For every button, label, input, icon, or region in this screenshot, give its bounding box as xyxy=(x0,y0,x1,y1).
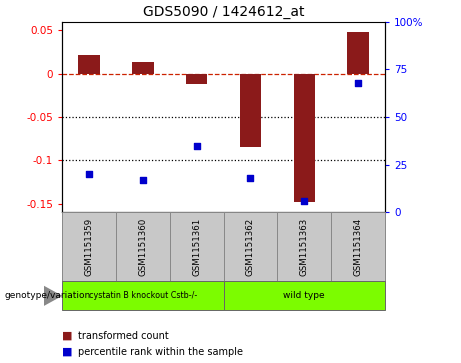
Bar xyxy=(62,212,116,281)
Bar xyxy=(240,74,261,147)
Polygon shape xyxy=(44,286,62,306)
Bar xyxy=(278,212,331,281)
Point xyxy=(247,175,254,181)
Text: GSM1151364: GSM1151364 xyxy=(354,218,362,276)
Point xyxy=(301,198,308,204)
Text: ■: ■ xyxy=(62,347,73,357)
Bar xyxy=(78,55,100,74)
Bar xyxy=(62,281,224,310)
Point xyxy=(193,143,201,148)
Text: cystatin B knockout Cstb-/-: cystatin B knockout Cstb-/- xyxy=(89,291,197,300)
Bar xyxy=(224,281,385,310)
Bar xyxy=(347,32,369,74)
Bar xyxy=(294,74,315,202)
Bar xyxy=(116,212,170,281)
Bar xyxy=(331,212,385,281)
Text: ■: ■ xyxy=(62,331,73,341)
Text: genotype/variation: genotype/variation xyxy=(5,291,91,300)
Bar xyxy=(170,212,224,281)
Title: GDS5090 / 1424612_at: GDS5090 / 1424612_at xyxy=(143,5,304,19)
Point xyxy=(85,171,93,177)
Text: wild type: wild type xyxy=(284,291,325,300)
Bar xyxy=(224,212,278,281)
Text: GSM1151359: GSM1151359 xyxy=(85,218,94,276)
Text: transformed count: transformed count xyxy=(78,331,169,341)
Text: GSM1151362: GSM1151362 xyxy=(246,218,255,276)
Text: GSM1151360: GSM1151360 xyxy=(138,218,148,276)
Text: GSM1151361: GSM1151361 xyxy=(192,218,201,276)
Point xyxy=(355,80,362,86)
Text: GSM1151363: GSM1151363 xyxy=(300,218,309,276)
Text: percentile rank within the sample: percentile rank within the sample xyxy=(78,347,243,357)
Bar xyxy=(132,62,154,74)
Point xyxy=(139,177,147,183)
Bar xyxy=(186,74,207,84)
